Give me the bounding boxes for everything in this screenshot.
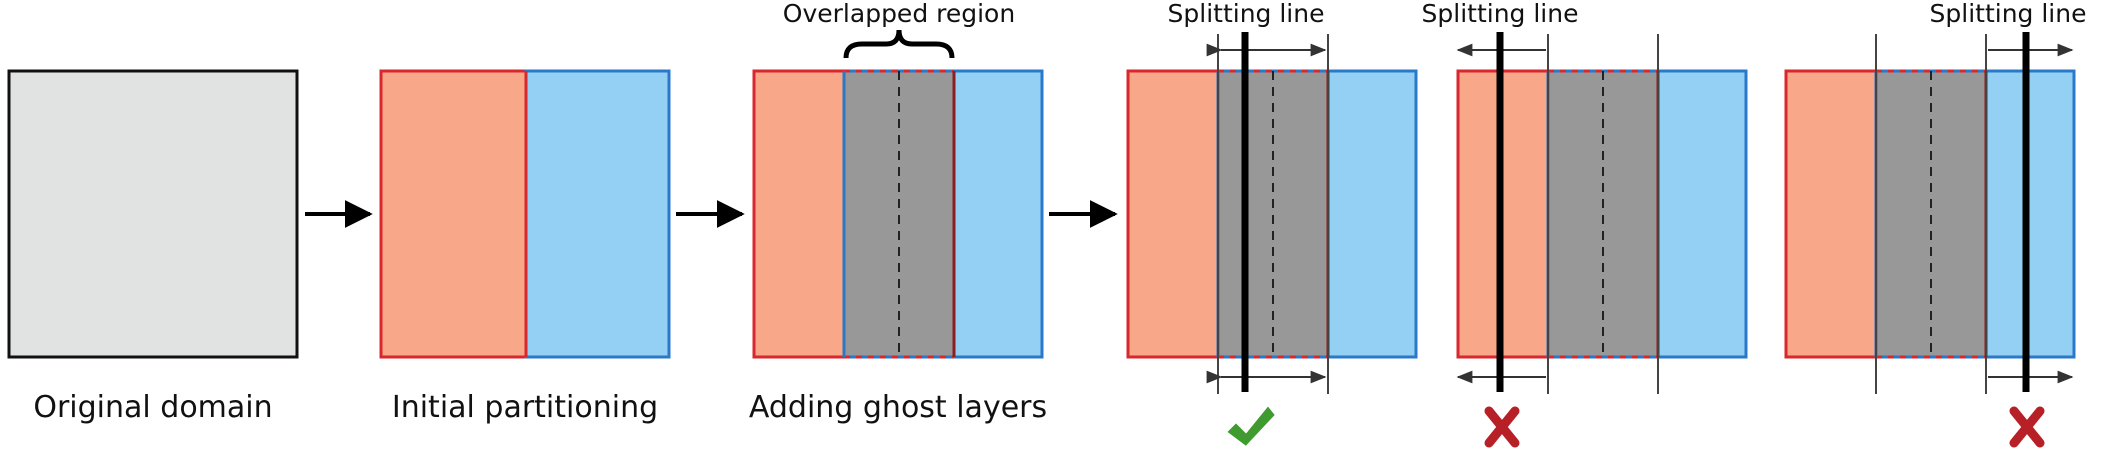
panel-initial-partitioning: Initial partitioning [379, 69, 671, 425]
right-partition [952, 69, 1044, 359]
panel-valid-split: Splitting line [1126, 0, 1418, 449]
panel-original-domain: Original domain [7, 69, 299, 425]
left-partition [1784, 69, 1878, 359]
splitting-line-label: Splitting line [1168, 0, 1325, 28]
right-partition [1656, 69, 1748, 359]
overlapped-region [1218, 71, 1328, 357]
panel-ghost-layers: Overlapped region Adding ghost layers [749, 0, 1047, 425]
overlap-brace [843, 29, 955, 59]
right-partition [524, 69, 671, 359]
overlapped-region [844, 71, 954, 357]
overlapped-region [1548, 71, 1658, 357]
caption-adding-ghost-layers: Adding ghost layers [749, 390, 1047, 425]
overlapped-region-label: Overlapped region [783, 0, 1015, 28]
caption-initial-partitioning: Initial partitioning [392, 390, 658, 425]
overlapped-region [1876, 71, 1986, 357]
panel-invalid-split-left: Splitting line [1422, 0, 1748, 450]
splitting-line-label: Splitting line [1930, 0, 2087, 28]
panel-invalid-split-right: Splitting line [1784, 0, 2087, 450]
right-partition [1984, 69, 2076, 359]
splitting-line-label: Splitting line [1422, 0, 1579, 28]
right-partition [1326, 69, 1418, 359]
check-mark-icon [1224, 403, 1278, 449]
left-partition [379, 69, 528, 359]
caption-original-domain: Original domain [33, 390, 272, 425]
cross-mark-icon [2007, 404, 2047, 450]
left-partition [1126, 69, 1220, 359]
left-partition [752, 69, 846, 359]
original-domain-square [7, 69, 299, 359]
cross-mark-icon [1482, 404, 1522, 450]
